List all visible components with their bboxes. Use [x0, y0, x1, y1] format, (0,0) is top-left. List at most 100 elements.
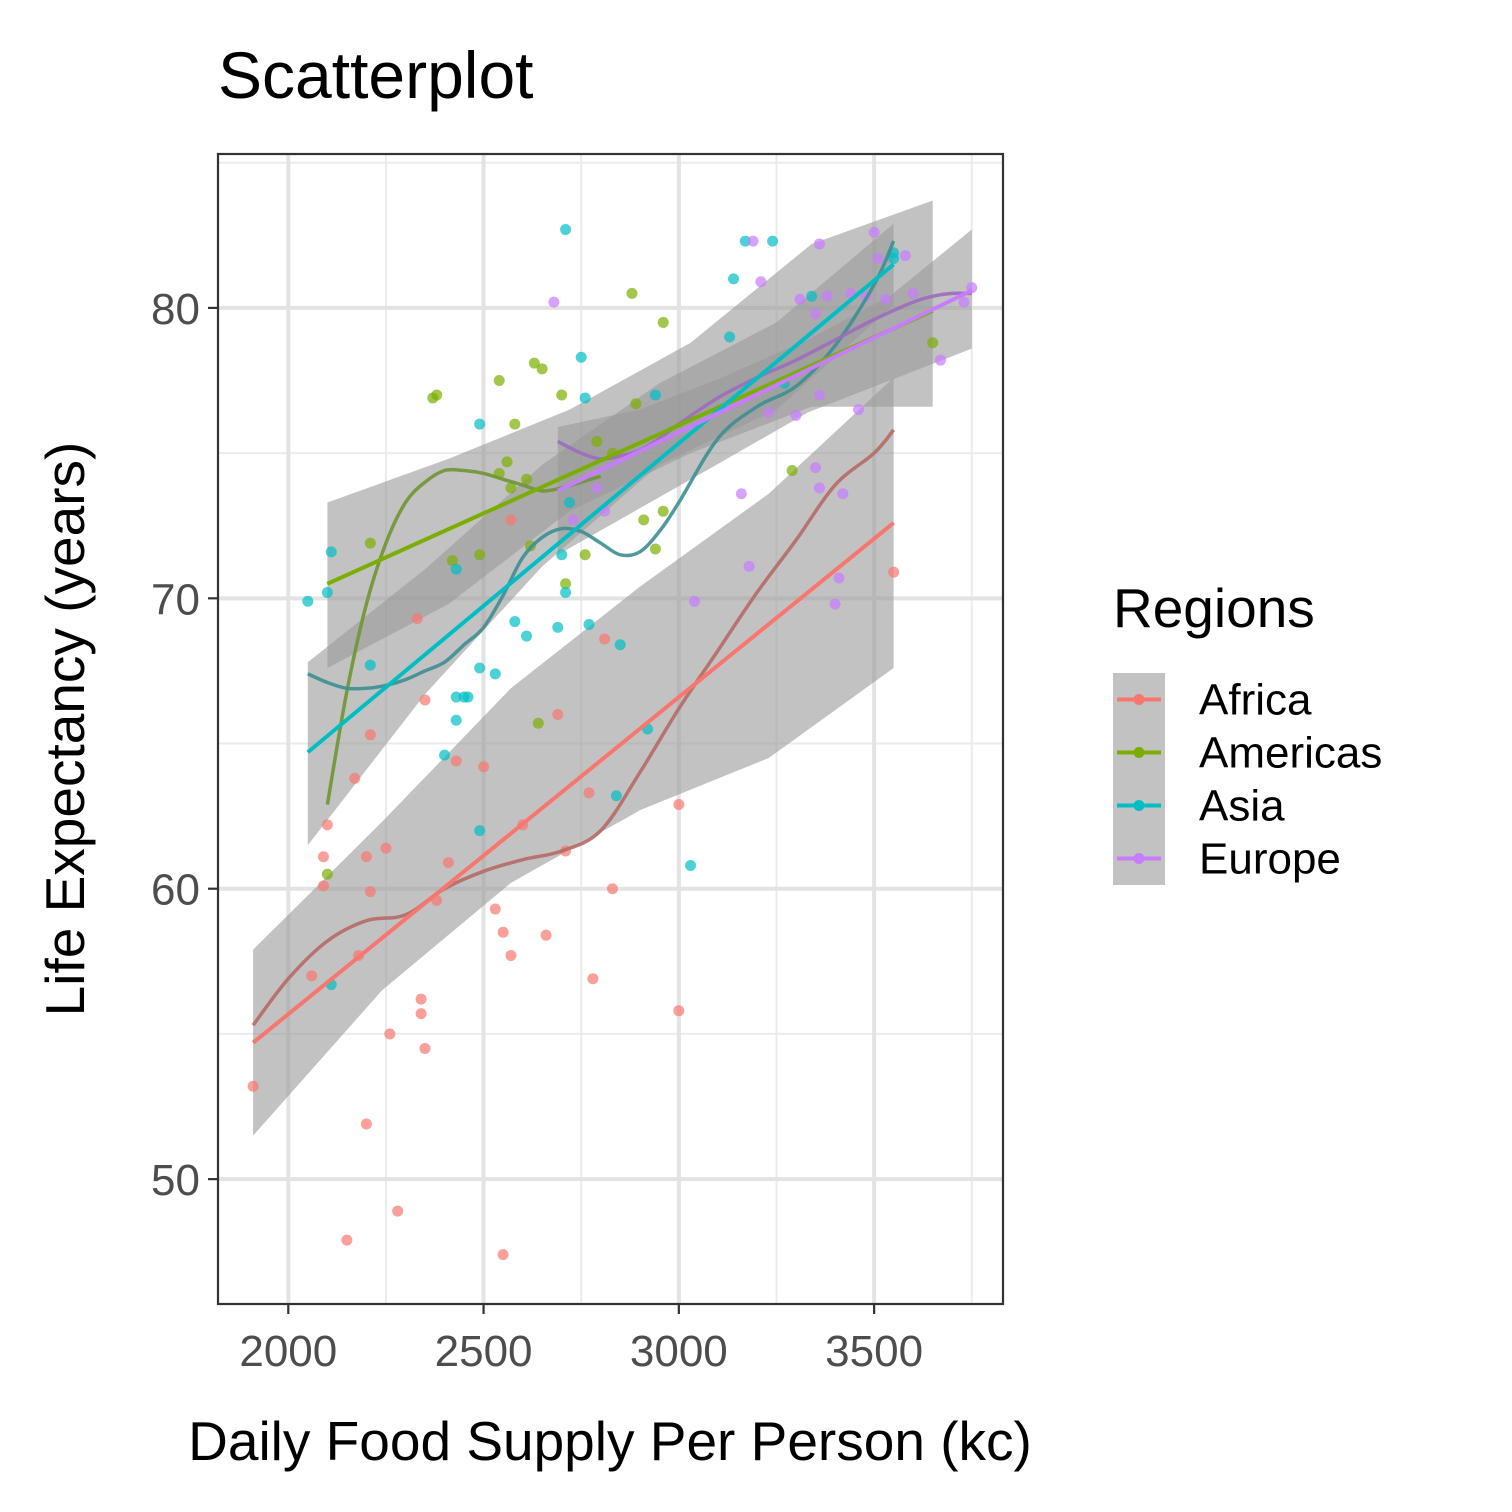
point-asia — [724, 331, 736, 343]
point-americas — [364, 537, 376, 549]
y-tick-label: 70 — [151, 575, 200, 624]
point-americas — [630, 398, 642, 410]
point-asia — [685, 859, 697, 871]
point-asia — [728, 273, 740, 285]
point-americas — [505, 482, 517, 494]
point-asia — [575, 351, 587, 363]
legend-label-europe: Europe — [1199, 835, 1341, 884]
legend-label-americas: Americas — [1199, 729, 1382, 778]
point-africa — [415, 1008, 427, 1020]
point-africa — [599, 633, 611, 645]
point-asia — [450, 563, 462, 575]
point-africa — [306, 970, 318, 982]
point-europe — [810, 462, 822, 474]
point-europe — [810, 308, 822, 320]
confidence-band-africa — [253, 377, 894, 1136]
point-africa — [450, 755, 462, 767]
point-asia — [474, 418, 486, 430]
point-africa — [505, 950, 517, 962]
y-tick-label: 60 — [151, 866, 200, 915]
point-africa — [317, 851, 329, 863]
point-europe — [837, 488, 849, 500]
x-tick-label: 3000 — [630, 1327, 728, 1376]
point-asia — [489, 668, 501, 680]
point-europe — [747, 235, 759, 247]
point-africa — [380, 842, 392, 854]
point-europe — [813, 389, 825, 401]
x-tick-label: 2000 — [239, 1327, 337, 1376]
y-axis-ticks: 50 60 70 80 — [151, 285, 218, 1205]
panel-border — [216, 152, 1005, 1306]
point-asia — [439, 749, 451, 761]
point-europe — [813, 482, 825, 494]
point-asia — [474, 825, 486, 837]
point-europe — [852, 404, 864, 416]
point-africa — [247, 1080, 259, 1092]
point-africa — [552, 708, 564, 720]
point-africa — [478, 761, 490, 773]
point-africa — [364, 729, 376, 741]
y-tick-label: 50 — [151, 1156, 200, 1205]
point-europe — [833, 572, 845, 584]
point-europe — [872, 253, 884, 265]
point-africa — [419, 694, 431, 706]
point-africa — [673, 799, 685, 811]
y-axis-title: Life Expectancy (years) — [34, 442, 96, 1017]
point-europe — [899, 250, 911, 262]
point-africa — [341, 1234, 353, 1246]
point-americas — [536, 363, 548, 375]
y-tick-label: 80 — [151, 285, 200, 334]
x-tick-label: 3500 — [825, 1327, 923, 1376]
point-africa — [606, 883, 618, 895]
point-asia — [450, 691, 462, 703]
point-asia — [563, 496, 575, 508]
point-asia — [474, 662, 486, 674]
point-americas — [532, 717, 544, 729]
x-tick-label: 2500 — [435, 1327, 533, 1376]
point-americas — [560, 578, 572, 590]
point-asia — [521, 630, 533, 642]
point-americas — [591, 436, 603, 447]
point-americas — [431, 389, 443, 401]
point-africa — [321, 819, 333, 831]
point-africa — [583, 787, 595, 799]
point-americas — [786, 465, 798, 477]
point-americas — [493, 375, 505, 387]
legend-key-point — [1133, 694, 1145, 705]
point-africa — [349, 772, 361, 784]
point-europe — [763, 406, 775, 418]
plot-panel — [216, 152, 1005, 1306]
point-asia — [509, 616, 521, 628]
point-europe — [829, 598, 841, 610]
point-europe — [813, 238, 825, 250]
fit-line-africa — [251, 521, 895, 1045]
point-americas — [657, 505, 669, 517]
point-africa — [419, 1042, 431, 1054]
point-americas — [556, 389, 568, 401]
point-asia — [739, 235, 751, 247]
point-africa — [360, 1118, 372, 1130]
point-americas — [528, 357, 540, 369]
point-asia — [325, 546, 337, 558]
point-asia — [321, 587, 333, 599]
legend-title: Regions — [1113, 577, 1315, 639]
point-europe — [591, 482, 603, 494]
point-asia — [560, 587, 572, 599]
point-africa — [392, 1205, 404, 1217]
point-europe — [794, 293, 806, 305]
point-americas — [446, 555, 458, 567]
point-africa — [587, 973, 599, 985]
point-africa — [384, 1028, 396, 1040]
point-asia — [556, 549, 568, 561]
point-africa — [364, 886, 376, 898]
point-europe — [821, 290, 833, 302]
point-asia — [560, 224, 572, 236]
point-africa — [497, 1249, 509, 1261]
legend-label-africa: Africa — [1199, 676, 1312, 725]
point-africa — [489, 903, 501, 915]
point-africa — [415, 993, 427, 1005]
fit-line-europe — [556, 288, 973, 493]
point-americas — [321, 868, 333, 880]
